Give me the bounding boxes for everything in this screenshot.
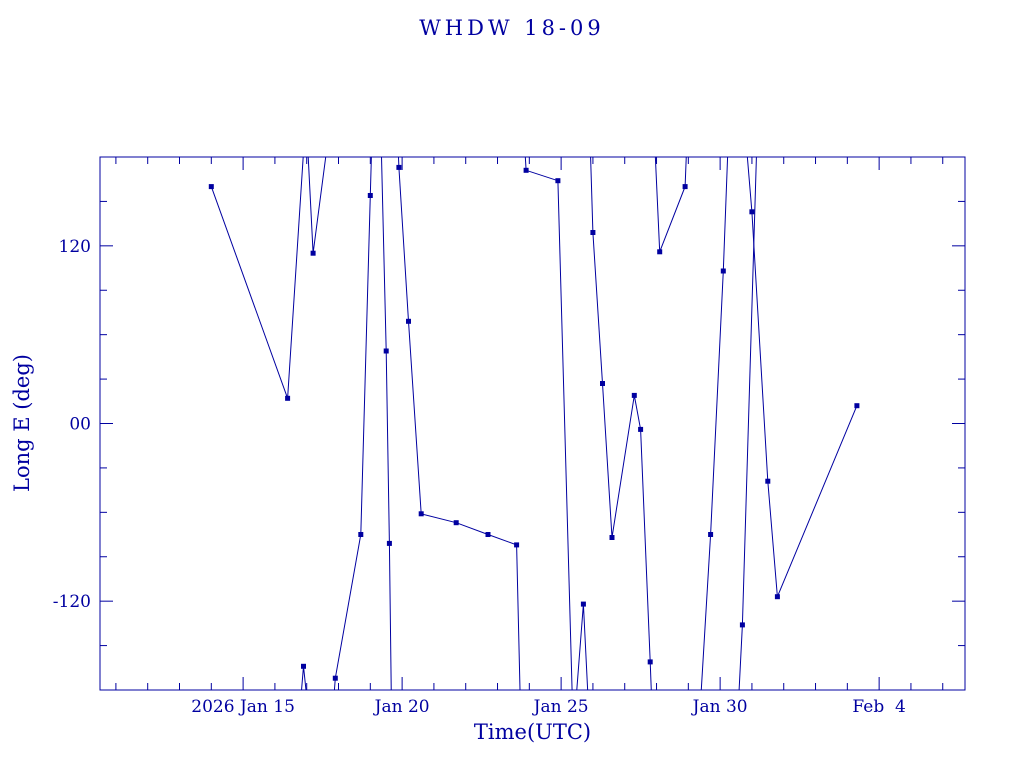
data-point-marker bbox=[310, 250, 316, 256]
data-point-marker bbox=[514, 542, 520, 548]
data-point-marker bbox=[590, 230, 596, 235]
data-point-marker bbox=[332, 675, 338, 681]
data-point-marker bbox=[749, 209, 755, 215]
x-tick-label: 2026 Jan 15 bbox=[191, 697, 295, 717]
data-point-marker bbox=[383, 348, 389, 354]
trace-line bbox=[746, 157, 858, 597]
data-point-marker bbox=[386, 540, 392, 546]
trace-line bbox=[397, 157, 521, 690]
data-point-marker bbox=[647, 659, 653, 665]
data-point-marker bbox=[485, 532, 491, 537]
data-point-marker bbox=[609, 535, 615, 540]
data-point-marker bbox=[600, 381, 605, 386]
data-point-marker bbox=[774, 594, 780, 600]
data-point-marker bbox=[367, 193, 373, 198]
trace-line bbox=[381, 157, 392, 690]
data-point-marker bbox=[682, 184, 688, 190]
trace-line bbox=[307, 157, 327, 254]
chart-title: WHDW 18-09 bbox=[419, 16, 605, 40]
data-point-marker bbox=[418, 511, 424, 517]
x-tick-label: Jan 30 bbox=[691, 697, 748, 717]
data-point-marker bbox=[396, 164, 402, 170]
trace-line bbox=[654, 157, 687, 252]
trace-line bbox=[700, 157, 729, 690]
y-tick-label: -120 bbox=[53, 592, 91, 612]
data-point-marker bbox=[631, 392, 637, 398]
x-tick-label: Jan 20 bbox=[373, 697, 430, 717]
trace-line bbox=[210, 157, 304, 399]
data-point-marker bbox=[285, 395, 291, 401]
trace-line bbox=[333, 157, 372, 690]
data-point-marker bbox=[453, 520, 459, 526]
data-point-marker bbox=[657, 249, 663, 255]
data-point-marker bbox=[720, 268, 726, 274]
data-point-marker bbox=[358, 532, 364, 537]
x-axis-label: Time(UTC) bbox=[473, 720, 592, 744]
data-point-marker bbox=[580, 601, 586, 607]
trace-line bbox=[738, 157, 757, 690]
data-point-marker bbox=[208, 184, 214, 190]
data-point-marker bbox=[555, 178, 561, 184]
data-point-marker bbox=[854, 403, 860, 409]
data-point-marker bbox=[638, 426, 644, 432]
data-point-marker bbox=[708, 532, 714, 537]
trace-line bbox=[590, 157, 652, 690]
y-tick-label: 120 bbox=[59, 237, 91, 257]
y-tick-label: 00 bbox=[69, 415, 91, 435]
data-point-marker bbox=[406, 318, 411, 324]
x-tick-label: Jan 25 bbox=[532, 697, 589, 717]
trace-line bbox=[524, 157, 573, 690]
data-point-marker bbox=[301, 663, 306, 669]
x-tick-label: Feb 4 bbox=[852, 697, 905, 717]
data-point-marker bbox=[523, 167, 529, 173]
data-point-marker bbox=[765, 478, 771, 484]
data-point-marker bbox=[739, 622, 745, 628]
